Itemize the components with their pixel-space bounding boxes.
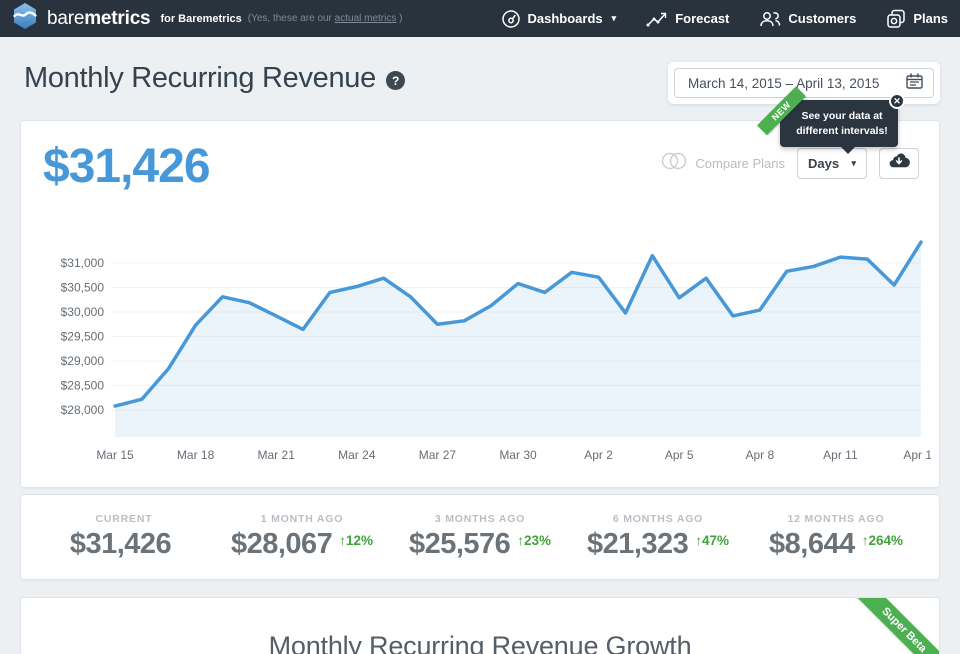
svg-text:$30,000: $30,000 [61, 305, 105, 319]
svg-text:Mar 27: Mar 27 [419, 448, 457, 462]
svg-text:Mar 15: Mar 15 [96, 448, 134, 462]
stat-3-months-ago: 3 MONTHS AGO $25,576 ↑23% [408, 513, 552, 560]
forecast-chart-icon [646, 10, 668, 28]
svg-text:Apr 2: Apr 2 [584, 448, 613, 462]
mrr-current-value: $31,426 [43, 140, 211, 193]
svg-text:Apr 11: Apr 11 [823, 448, 858, 462]
svg-text:Apr 14: Apr 14 [903, 448, 931, 462]
stat-1-month-ago: 1 MONTH AGO $28,067 ↑12% [230, 513, 374, 560]
customers-people-icon [759, 10, 781, 28]
brand-for-text: for Baremetrics [160, 12, 242, 25]
mrr-chart-svg: $31,000 $30,500 $30,000 $29,500 $29,000 $28,5… [61, 240, 939, 462]
compare-plans-label: Compare Plans [695, 156, 785, 171]
date-range-text: March 14, 2015 – April 13, 2015 [688, 75, 880, 91]
svg-text:Mar 30: Mar 30 [499, 448, 537, 462]
chevron-down-icon: ▾ [851, 158, 856, 168]
plans-stack-icon [886, 9, 906, 29]
help-icon[interactable]: ? [385, 71, 405, 90]
nav-item-forecast[interactable]: Forecast [646, 10, 729, 28]
nav-item-dashboards[interactable]: Dashboards ▾ [501, 9, 617, 29]
svg-text:$28,500: $28,500 [61, 379, 105, 393]
nav-item-plans[interactable]: Plans [886, 9, 948, 29]
close-icon[interactable]: ✕ [889, 93, 905, 109]
navbar: baremetrics for Baremetrics (Yes, these … [0, 0, 960, 37]
compare-plans-toggle[interactable]: Compare Plans [661, 152, 785, 175]
growth-card-title: Monthly Recurring Revenue Growth [268, 631, 692, 654]
svg-text:Mar 24: Mar 24 [338, 448, 376, 462]
chart-controls: Compare Plans Days ▾ [661, 148, 919, 179]
baremetrics-logo-icon [12, 2, 38, 35]
calendar-icon [906, 72, 923, 94]
svg-text:$31,000: $31,000 [61, 256, 105, 270]
tooltip-text: See your data at different intervals! [796, 110, 888, 138]
interval-select[interactable]: Days ▾ [797, 148, 867, 179]
chevron-down-icon: ▾ [611, 13, 617, 23]
mrr-card: $31,426 Compare Plans Days ▾ [20, 120, 940, 488]
mrr-chart[interactable]: $31,000 $30,500 $30,000 $29,500 $29,000 $28,5… [31, 229, 939, 469]
svg-text:Apr 8: Apr 8 [745, 448, 774, 462]
mrr-growth-card: Monthly Recurring Revenue Growth Super B… [20, 597, 940, 654]
cloud-download-icon [888, 153, 910, 174]
svg-text:Apr 5: Apr 5 [665, 448, 694, 462]
dashboards-gauge-icon [501, 9, 521, 29]
stat-current: CURRENT $31,426 [69, 513, 172, 560]
tooltip-arrow [841, 147, 856, 155]
nav-item-customers[interactable]: Customers [759, 10, 856, 28]
history-stats-card: CURRENT $31,426 1 MONTH AGO $28,067 ↑12%… [20, 494, 940, 580]
brand-name: baremetrics [47, 7, 151, 29]
super-beta-ribbon: Super Beta [844, 598, 939, 654]
venn-circles-icon [661, 152, 687, 175]
svg-text:$28,000: $28,000 [61, 403, 105, 417]
nav-menu: Dashboards ▾ Forecast [501, 9, 948, 29]
export-button[interactable] [879, 148, 919, 179]
actual-metrics-link[interactable]: actual metrics [334, 13, 397, 24]
stat-6-months-ago: 6 MONTHS AGO $21,323 ↑47% [586, 513, 730, 560]
brand-note: (Yes, these are our actual metrics ) [247, 13, 403, 24]
svg-text:Mar 18: Mar 18 [177, 448, 215, 462]
stat-12-months-ago: 12 MONTHS AGO $8,644 ↑264% [769, 513, 903, 560]
svg-text:Mar 21: Mar 21 [258, 448, 296, 462]
intervals-tooltip: NEW See your data at different intervals… [757, 86, 905, 155]
svg-text:$30,500: $30,500 [61, 281, 105, 295]
svg-text:$29,000: $29,000 [61, 354, 105, 368]
page-title: Monthly Recurring Revenue ? [24, 62, 405, 95]
svg-text:$29,500: $29,500 [61, 330, 105, 344]
brand[interactable]: baremetrics [12, 2, 151, 35]
